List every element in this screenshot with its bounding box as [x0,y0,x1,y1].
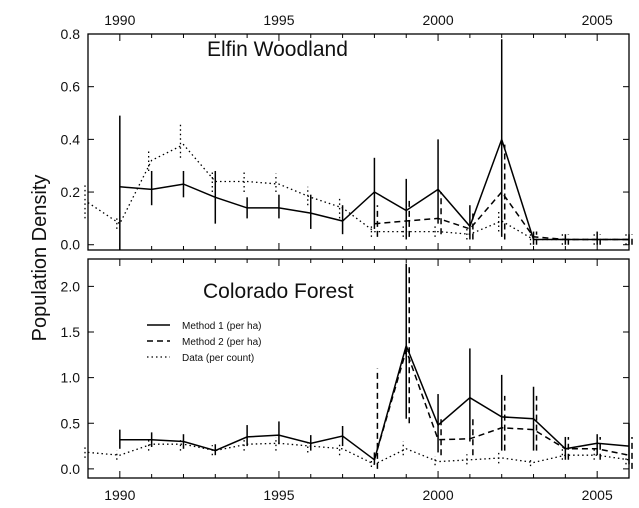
top-ytick-label: 0.0 [61,237,81,253]
panel-top: Elfin Woodland 0.0 0.2 0.4 0.6 0.8 1990 1995 20… [61,12,633,253]
top-xtick-label: 2000 [422,12,453,28]
bottom-ytick-label: 1.0 [61,370,81,386]
bottom-series-dotted [84,436,630,468]
top-ytick-label: 0.2 [61,184,81,200]
bottom-ytick-label: 1.5 [61,324,81,340]
bottom-xtick-label: 2005 [582,487,613,503]
bottom-xtick-label: 1995 [263,487,294,503]
top-ytick-label: 0.6 [61,79,81,95]
legend: Method 1 (per ha) Method 2 (per ha) Data… [147,321,262,364]
panel-bottom-frame [87,258,630,479]
top-ytick-label: 0.4 [61,131,81,147]
top-xtick-label: 2005 [582,12,613,28]
bottom-line-dashed [373,347,630,461]
bottom-ytick-label: 0.5 [61,415,81,431]
legend-label-data: Data (per count) [182,353,254,364]
top-line-dotted [87,143,629,241]
panel-top-title: Elfin Woodland [207,38,348,61]
top-series-dotted [84,123,629,245]
panel-bottom-title: Colorado Forest [203,280,354,303]
top-line-dashed [374,190,629,241]
top-series-solid [119,39,630,250]
bottom-xtick-label: 2000 [422,487,453,503]
top-xtick-label: 1990 [104,12,135,28]
panel-bottom-series [84,263,633,469]
top-ytick-label: 0.8 [61,26,81,42]
y-axis-label: Population Density [29,175,51,342]
panel-top-axes: 0.0 0.2 0.4 0.6 0.8 1990 1995 2000 2005 [61,12,630,253]
panel-top-frame [87,33,630,251]
legend-label-method1: Method 1 (per ha) [182,321,262,332]
legend-label-method2: Method 2 (per ha) [182,337,262,348]
bottom-ytick-label: 0.0 [61,461,81,477]
bottom-xtick-label: 1990 [104,487,135,503]
bottom-line-dotted [87,442,630,466]
panel-bottom-axes: 0.0 0.5 1.0 1.5 2.0 1990 1995 2000 2005 [61,259,630,503]
panel-top-series [84,39,633,250]
bottom-series-dashed [373,263,633,469]
bottom-ytick-label: 2.0 [61,278,81,294]
panel-bottom: Colorado Forest 0.0 0.5 1.0 1.5 2.0 1990 1995 2… [61,258,633,503]
top-line-solid [119,137,629,241]
top-xtick-label: 1995 [263,12,294,28]
top-series-dashed [374,144,633,245]
